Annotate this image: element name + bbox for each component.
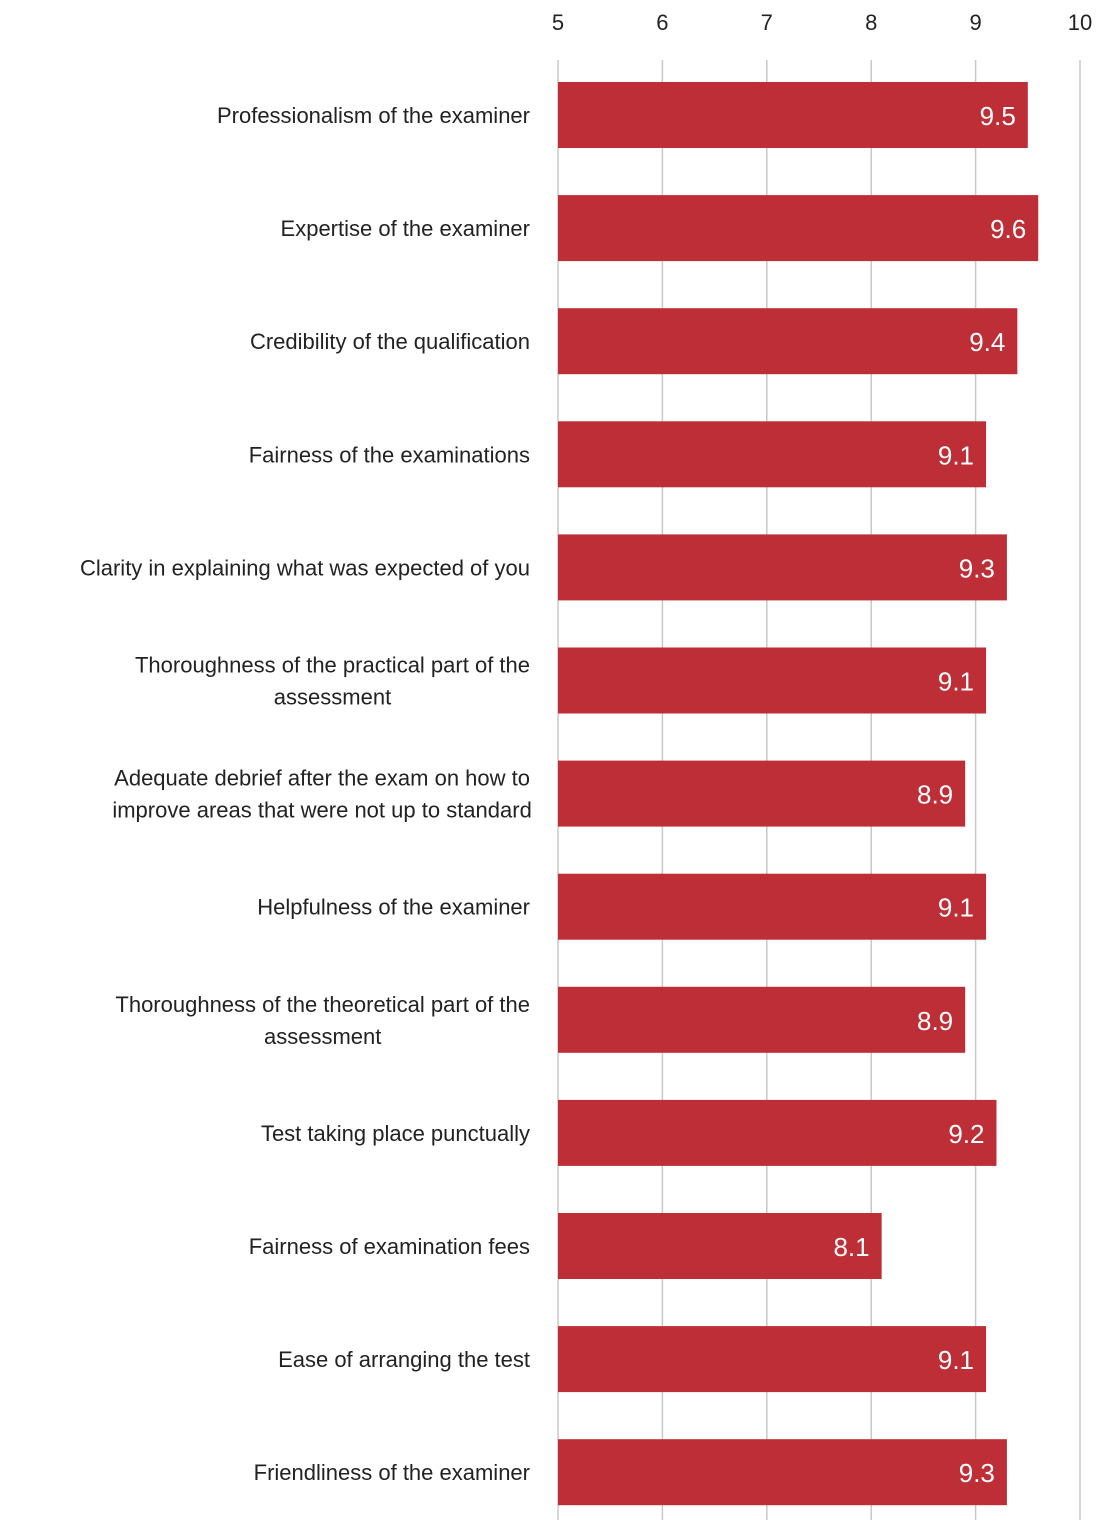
bar [558,986,966,1053]
category-label: Test taking place punctually [261,1121,530,1146]
x-tick-label: 6 [656,10,668,35]
x-tick-label: 8 [865,10,877,35]
category-label-line: Credibility of the qualification [250,329,530,354]
category-label-line: Fairness of examination fees [249,1234,530,1259]
x-tick-label: 9 [969,10,981,35]
bar [558,873,987,940]
category-label-line: Thoroughness of the practical part of th… [135,653,530,678]
bar [558,1099,997,1166]
data-label: 8.9 [917,780,953,810]
category-label-line: Adequate debrief after the exam on how t… [114,766,530,791]
category-label-line: Professionalism of the examiner [217,103,530,128]
data-label: 9.3 [959,553,995,583]
x-axis-ticks: 5 6 7 8 9 10 [552,10,1092,35]
data-label: 9.3 [959,1458,995,1488]
category-label: Adequate debrief after the exam on how t… [112,766,531,823]
bar [558,1213,882,1279]
data-label: 9.5 [980,101,1016,131]
bar [558,647,987,714]
data-label: 9.1 [938,893,974,923]
bar [558,1326,987,1393]
category-label-line: assessment [264,1024,381,1049]
data-label: 8.1 [833,1232,869,1262]
category-label: Thoroughness of the theoretical part of … [115,992,530,1049]
bar [558,308,1018,375]
bar [558,534,1007,601]
category-label: Helpfulness of the examiner [257,895,530,920]
data-label: 9.1 [938,1345,974,1375]
category-label-line: assessment [274,685,391,710]
category-label: Fairness of examination fees [249,1234,530,1259]
category-label: Expertise of the examiner [281,216,530,241]
data-label: 9.4 [969,327,1005,357]
category-label-line: Helpfulness of the examiner [257,895,530,920]
data-label: 9.1 [938,667,974,697]
category-label-line: Ease of arranging the test [278,1347,530,1372]
category-label: Ease of arranging the test [278,1347,530,1372]
x-tick-label: 7 [761,10,773,35]
category-label-line: Test taking place punctually [261,1121,530,1146]
category-label: Fairness of the examinations [249,442,530,467]
x-tick-label: 10 [1068,10,1092,35]
category-label-line: Clarity in explaining what was expected … [80,555,530,580]
category-label: Friendliness of the examiner [254,1460,530,1485]
category-labels: Professionalism of the examiner Expertise… [80,103,532,1485]
category-label-line: Friendliness of the examiner [254,1460,530,1485]
category-label: Thoroughness of the practical part of th… [135,653,530,710]
category-label-line: Expertise of the examiner [281,216,530,241]
category-label-line: Fairness of the examinations [249,442,530,467]
data-label: 8.9 [917,1006,953,1036]
x-tick-label: 5 [552,10,564,35]
bars [558,82,1039,1506]
bar [558,82,1028,148]
bar [558,421,987,488]
data-labels: 9.5 9.6 9.4 9.1 9.3 9.1 8.9 9.1 8.9 9.2 8.1 9.1 9.3 [833,101,1026,1488]
category-label: Clarity in explaining what was expected … [80,555,530,580]
category-label-line: Thoroughness of the theoretical part of … [115,992,530,1017]
data-label: 9.1 [938,440,974,470]
bar [558,1439,1007,1506]
category-label-line: improve areas that were not up to standa… [112,798,531,823]
data-label: 9.6 [990,214,1026,244]
bar [558,760,966,827]
data-label: 9.2 [948,1119,984,1149]
bar [558,195,1039,262]
category-label: Credibility of the qualification [250,329,530,354]
category-label: Professionalism of the examiner [217,103,530,128]
